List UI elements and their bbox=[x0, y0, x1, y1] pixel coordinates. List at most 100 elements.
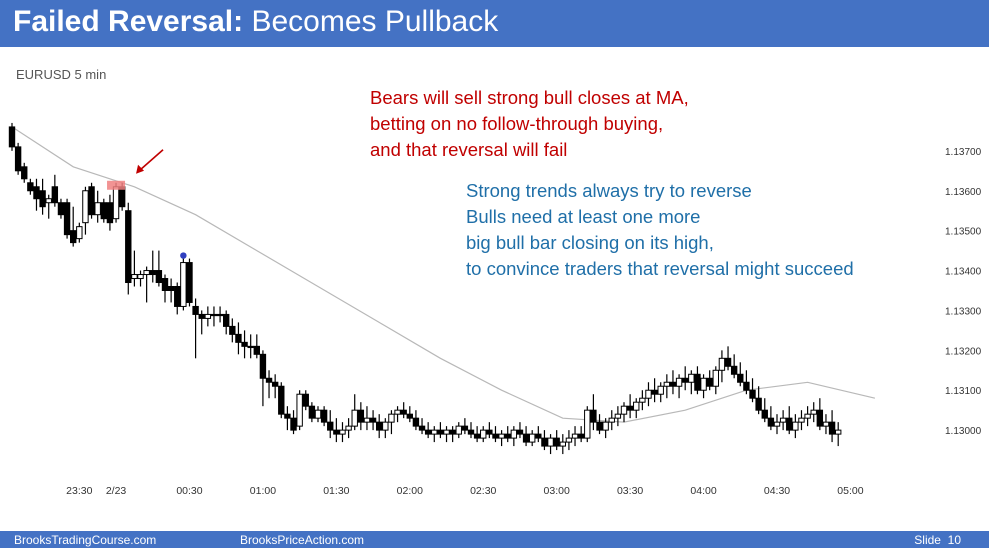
bull-candle-body bbox=[204, 313, 212, 319]
bear-candle-body bbox=[247, 345, 254, 349]
candle bbox=[694, 366, 701, 395]
candle bbox=[357, 402, 365, 431]
x-tick-label: 03:30 bbox=[617, 485, 643, 497]
candle bbox=[161, 274, 169, 303]
bull-candle-body bbox=[455, 425, 462, 435]
candle bbox=[633, 398, 640, 419]
candle bbox=[828, 410, 836, 443]
candle bbox=[314, 406, 322, 423]
bull-candle-body bbox=[547, 437, 554, 447]
candle bbox=[516, 422, 524, 439]
bear-candle-body bbox=[437, 429, 444, 435]
candle bbox=[547, 434, 554, 455]
bear-candle-body bbox=[694, 373, 701, 391]
bears-annotation-line: betting on no follow-through buying, bbox=[370, 113, 664, 134]
bull-candle-body bbox=[657, 385, 664, 395]
candle bbox=[14, 142, 22, 175]
x-tick-label: 05:00 bbox=[837, 485, 863, 497]
bear-candle-body bbox=[167, 286, 175, 291]
candle bbox=[553, 430, 560, 451]
bear-candle-body bbox=[320, 409, 328, 423]
candle bbox=[798, 410, 805, 431]
candle bbox=[443, 426, 450, 443]
bear-candle-body bbox=[302, 393, 309, 407]
candle bbox=[70, 206, 77, 247]
bear-candle-body bbox=[14, 146, 22, 172]
bear-candle-body bbox=[223, 313, 230, 327]
candle bbox=[137, 270, 144, 287]
bear-candle-body bbox=[577, 433, 585, 439]
candle bbox=[737, 362, 744, 387]
bears-annotation-line: and that reversal will fail bbox=[370, 139, 568, 160]
bull-candle-body bbox=[431, 429, 438, 435]
candle bbox=[76, 222, 83, 243]
candle bbox=[712, 366, 719, 395]
bull-candle-body bbox=[700, 377, 707, 391]
candle bbox=[724, 346, 732, 371]
candle bbox=[229, 318, 236, 343]
candle bbox=[106, 194, 114, 231]
bear-candle-body bbox=[308, 405, 316, 419]
candle bbox=[639, 390, 646, 411]
bull-candle-body bbox=[798, 417, 805, 423]
bear-candle-body bbox=[235, 333, 242, 343]
bear-candle-body bbox=[516, 429, 524, 435]
candle bbox=[290, 410, 297, 435]
candle bbox=[504, 426, 511, 443]
bear-candle-body bbox=[418, 425, 426, 431]
bull-candle-body bbox=[388, 413, 395, 423]
candle bbox=[247, 334, 254, 359]
bull-candle-body bbox=[94, 202, 101, 216]
bull-candle-body bbox=[180, 262, 187, 307]
candle bbox=[204, 306, 212, 327]
bear-candle-body bbox=[596, 421, 603, 431]
bull-candle-body bbox=[571, 433, 579, 439]
bear-candle-body bbox=[522, 433, 530, 443]
candle bbox=[27, 178, 34, 195]
y-tick-label: 1.13500 bbox=[945, 227, 982, 238]
bear-candle-body bbox=[461, 425, 469, 431]
candle bbox=[486, 422, 493, 439]
bull-candle-body bbox=[822, 421, 830, 427]
bear-candle-body bbox=[467, 429, 475, 435]
bear-candle-body bbox=[88, 186, 95, 216]
bear-candle-body bbox=[125, 210, 132, 284]
candle bbox=[210, 306, 218, 327]
bear-candle-body bbox=[161, 278, 169, 291]
candle bbox=[100, 198, 107, 223]
candle bbox=[345, 418, 352, 439]
bull-candle-body bbox=[565, 437, 573, 443]
candle bbox=[590, 394, 597, 431]
candle bbox=[253, 334, 261, 359]
candle bbox=[363, 406, 371, 431]
candle bbox=[308, 402, 316, 423]
bull-candle-body bbox=[792, 421, 799, 431]
bull-candle-body bbox=[602, 421, 609, 431]
candle bbox=[786, 406, 793, 435]
bear-candle-body bbox=[755, 397, 762, 411]
candle bbox=[302, 390, 309, 411]
bear-candle-body bbox=[57, 202, 65, 216]
bear-candle-body bbox=[749, 389, 756, 399]
bear-candle-body bbox=[369, 417, 377, 423]
bear-candle-body bbox=[651, 389, 658, 395]
candle bbox=[571, 426, 579, 447]
candle bbox=[180, 258, 187, 311]
x-tick-label: 00:30 bbox=[176, 485, 202, 497]
candle bbox=[718, 350, 726, 383]
candle bbox=[418, 418, 426, 435]
bear-candle-body bbox=[39, 190, 46, 208]
bears-annotation-line: Bears will sell strong bull closes at MA… bbox=[370, 87, 689, 108]
bull-candle-body bbox=[498, 433, 505, 439]
bear-candle-body bbox=[106, 202, 114, 224]
bull-candle-body bbox=[143, 270, 150, 276]
candle bbox=[804, 406, 811, 427]
bull-candle-body bbox=[529, 433, 536, 443]
candle bbox=[510, 426, 518, 447]
candle bbox=[541, 430, 548, 451]
bull-candle-body bbox=[614, 413, 622, 419]
candle bbox=[376, 414, 383, 439]
bear-candle-body bbox=[265, 377, 273, 383]
candle bbox=[565, 430, 573, 451]
candle bbox=[767, 406, 775, 431]
